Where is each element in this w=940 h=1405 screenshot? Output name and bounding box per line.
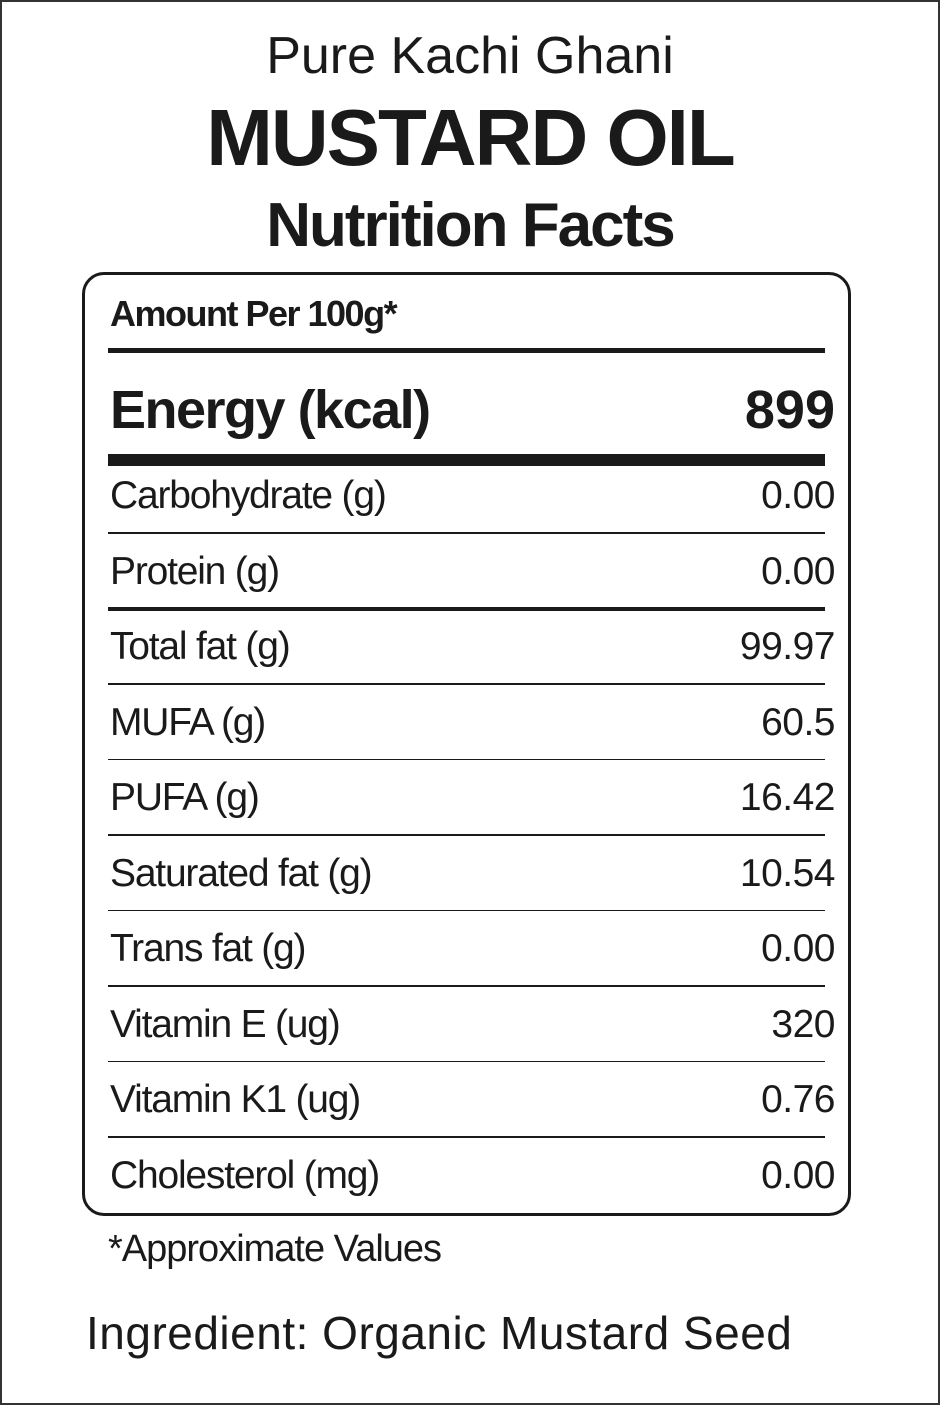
rule: [108, 348, 825, 353]
row-label: Total fat (g): [110, 625, 291, 668]
facts-box: [82, 272, 851, 1216]
rule: [108, 606, 825, 611]
rule: [108, 454, 825, 466]
footnote: *Approximate Values: [108, 1228, 442, 1270]
rule: [108, 1136, 825, 1138]
row-label: Vitamin E (ug): [110, 1002, 341, 1046]
row-value: 16.42: [739, 776, 836, 819]
energy-label: Energy (kcal): [110, 380, 431, 440]
row-value: 0.00: [761, 474, 835, 517]
rule: [108, 758, 825, 760]
rule: [108, 985, 825, 987]
rule: [108, 532, 825, 534]
rule: [108, 1060, 825, 1062]
subtitle: Pure Kachi Ghani: [266, 27, 674, 85]
product-title: MUSTARD OIL: [206, 93, 736, 182]
rule: [108, 834, 825, 836]
heading: Nutrition Facts: [266, 191, 675, 260]
row-value: 60.5: [761, 700, 835, 744]
row-label: Protein (g): [110, 549, 280, 593]
row-value: 0.00: [761, 549, 835, 593]
row-label: Cholesterol (mg): [110, 1153, 380, 1197]
energy-value: 899: [744, 380, 835, 440]
row-value: 0.00: [761, 927, 835, 970]
row-value: 10.54: [739, 851, 836, 895]
ingredient: Ingredient: Organic Mustard Seed: [86, 1307, 793, 1359]
row-value: 99.97: [739, 625, 836, 668]
row-label: Saturated fat (g): [110, 851, 373, 895]
serving: Amount Per 100g*: [110, 293, 398, 334]
row-value: 320: [771, 1002, 835, 1046]
row-label: Vitamin K1 (ug): [110, 1078, 361, 1121]
row-value: 0.76: [761, 1078, 835, 1121]
row-label: Carbohydrate (g): [110, 474, 387, 517]
row-label: PUFA (g): [110, 776, 260, 819]
row-label: MUFA (g): [110, 700, 266, 744]
rule: [108, 683, 825, 685]
row-label: Trans fat (g): [110, 927, 307, 970]
row-value: 0.00: [761, 1153, 835, 1197]
rule: [108, 909, 825, 911]
